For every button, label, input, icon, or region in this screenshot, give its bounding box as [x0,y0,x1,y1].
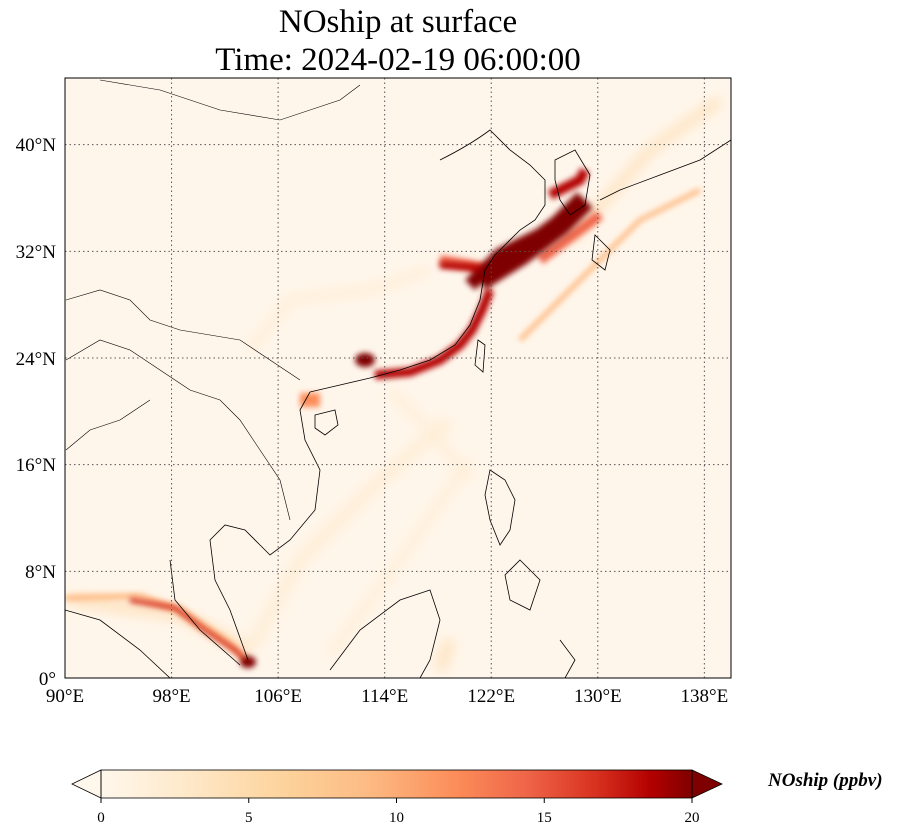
lon-tick: 138°E [681,686,729,707]
chart-title: NOship at surface [278,4,518,40]
colorbar: 0 5 10 15 20 [71,769,723,826]
lon-tick: 98°E [152,686,190,707]
lon-tick-labels: 90°E 98°E 106°E 114°E 122°E 130°E 138°E [46,686,728,707]
lon-tick: 90°E [46,686,84,707]
lat-tick-labels: 0° 8°N 16°N 24°N 32°N 40°N [16,135,57,690]
colorbar-tick: 0 [97,810,105,826]
concentration-field [65,78,731,678]
colorbar-tick: 5 [245,810,253,826]
colorbar-tick: 15 [537,810,552,826]
lon-tick: 122°E [467,686,515,707]
colorbar-fill [101,770,692,798]
lon-tick: 130°E [574,686,622,707]
colorbar-tick: 20 [685,810,700,826]
chart-subtitle-time: Time: 2024-02-19 06:00:00 [215,42,581,78]
lat-tick: 16°N [16,455,57,476]
lat-tick: 24°N [16,349,57,370]
lon-tick: 106°E [254,686,302,707]
coastlines [65,79,731,678]
colorbar-extend-low [71,769,102,799]
lat-tick: 8°N [25,562,56,583]
lat-tick: 0° [39,669,56,690]
colorbar-tick: 10 [389,810,404,826]
lat-tick: 40°N [16,135,57,156]
colorbar-label: NOship (ppbv) [768,770,883,791]
colorbar-extend-high [691,769,723,799]
lon-tick: 114°E [361,686,408,707]
map-frame [64,77,732,679]
gridlines [65,78,731,678]
lat-tick: 32°N [16,242,57,263]
